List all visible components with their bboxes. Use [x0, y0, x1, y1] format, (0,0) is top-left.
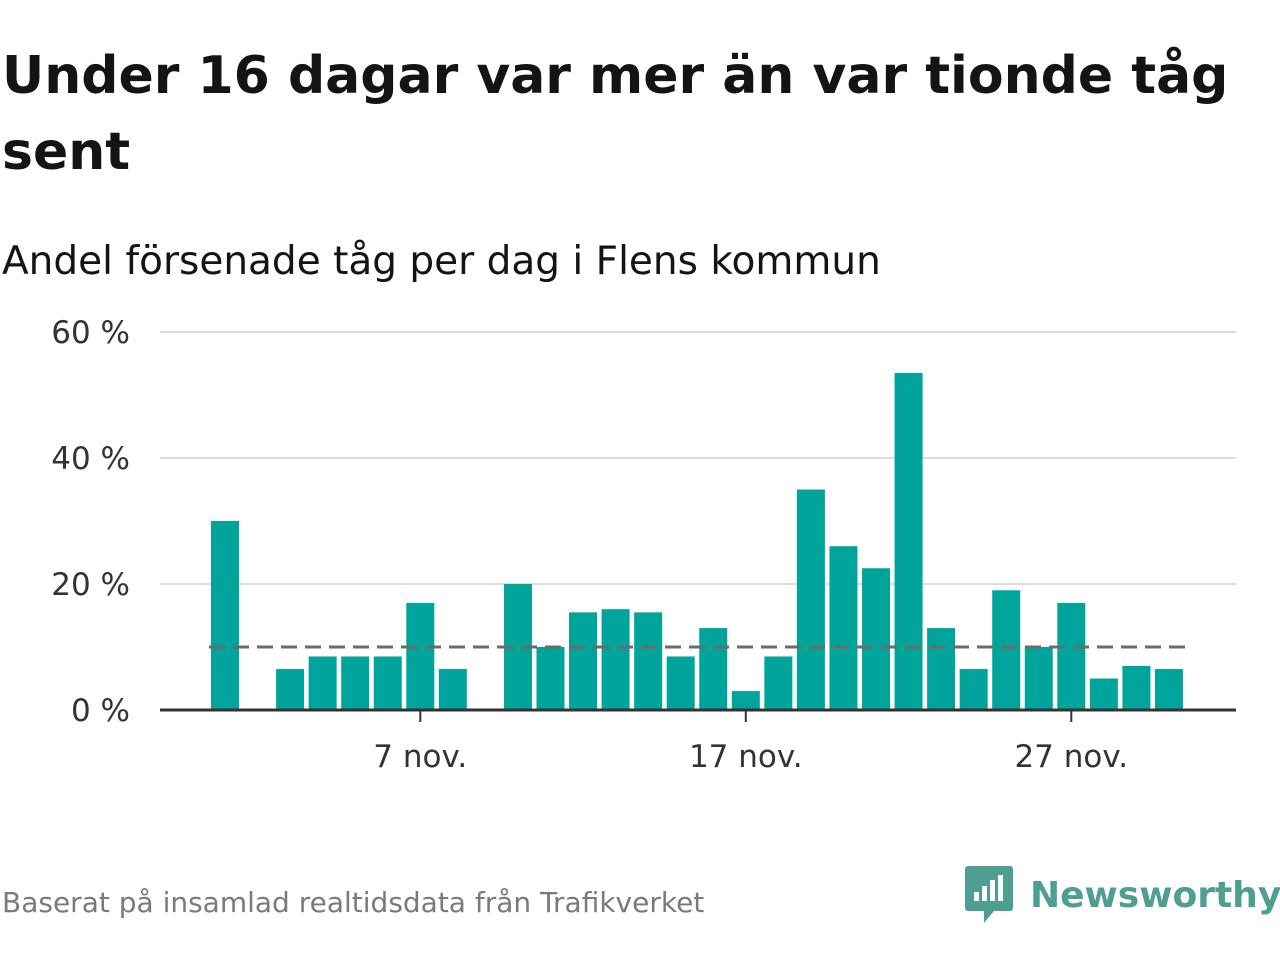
bar [341, 656, 370, 710]
bar [959, 669, 988, 710]
bar [862, 568, 890, 710]
chart-subtitle: Andel försenade tåg per dag i Flens komm… [2, 239, 881, 284]
x-tick-label: 27 nov. [1014, 739, 1128, 775]
bar [1024, 647, 1053, 710]
bar [1089, 678, 1118, 710]
source-note: Baserat på insamlad realtidsdata från Tr… [2, 886, 705, 919]
bar [438, 669, 467, 710]
bar [1057, 602, 1086, 710]
bar [764, 656, 793, 710]
y-tick-label: 20 % [51, 567, 130, 603]
bar [829, 546, 858, 710]
bar [699, 628, 728, 710]
brand-name: Newsworthy [1030, 874, 1280, 916]
bar [601, 609, 630, 710]
bar [308, 656, 337, 710]
bar [406, 602, 435, 710]
bar [276, 669, 305, 710]
y-tick-label: 60 % [51, 315, 130, 351]
bar [569, 612, 598, 710]
chart-title: Under 16 dagar var mer än var tionde tåg… [2, 46, 1229, 182]
x-tick-label: 17 nov. [689, 739, 803, 775]
bar [992, 590, 1021, 710]
bar [373, 656, 402, 710]
y-tick-label: 40 % [51, 441, 130, 477]
bar [634, 612, 663, 710]
y-tick-label: 0 % [71, 693, 130, 729]
bar [927, 628, 956, 710]
newsworthy-logo-icon [965, 866, 1013, 923]
x-tick-label: 7 nov. [373, 739, 467, 775]
bar [666, 656, 695, 710]
bar [1154, 669, 1183, 710]
bar [536, 647, 565, 710]
brand-logo: Newsworthy [964, 864, 1280, 926]
bar [731, 691, 760, 710]
bar-chart: 0 % 20 % 40 % 60 % 7 nov. 17 nov. 27 nov. [51, 315, 1236, 775]
bar [1122, 665, 1151, 710]
bar [894, 372, 923, 710]
bar [211, 521, 239, 710]
bar [796, 489, 825, 710]
